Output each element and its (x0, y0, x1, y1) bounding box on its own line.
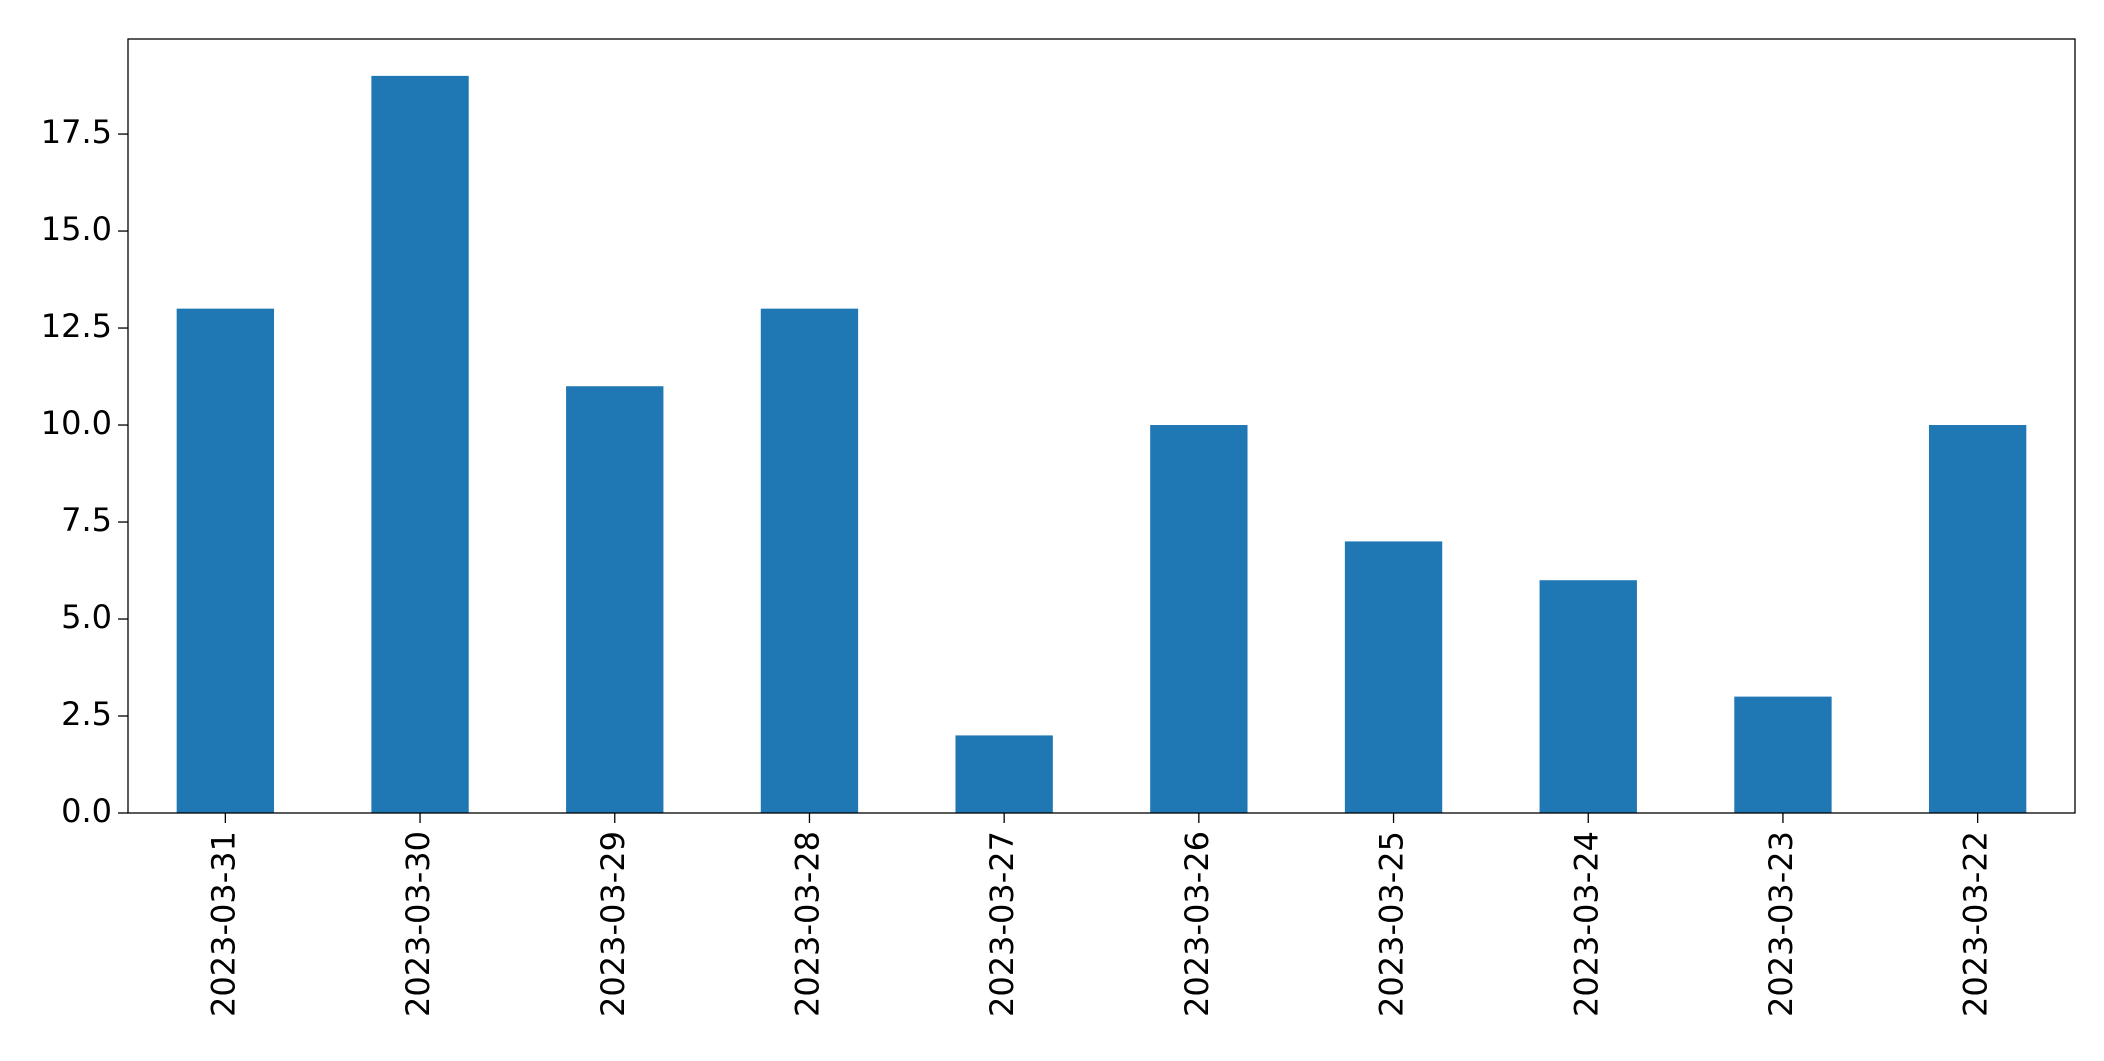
x-tick-label: 2023-03-23 (1762, 831, 1800, 1017)
y-tick-label: 7.5 (61, 501, 112, 539)
bar (760, 308, 859, 813)
bar (1734, 696, 1832, 813)
y-tick-label: 15.0 (41, 210, 112, 248)
y-tick-label: 17.5 (41, 113, 112, 151)
plot-frame (127, 38, 2076, 814)
bar (1928, 425, 2027, 813)
y-tick-label: 0.0 (61, 792, 112, 830)
x-tick-label: 2023-03-30 (399, 831, 437, 1017)
x-tick-label: 2023-03-22 (1957, 831, 1995, 1017)
bar (1539, 580, 1637, 813)
y-tick-label: 12.5 (41, 307, 112, 345)
bar (1150, 425, 1248, 813)
x-tick-label: 2023-03-28 (788, 831, 826, 1017)
y-tick-label: 10.0 (41, 404, 112, 442)
x-tick-label: 2023-03-27 (983, 831, 1021, 1017)
y-tick-label: 2.5 (61, 695, 112, 733)
bar (566, 386, 664, 813)
x-tick-label: 2023-03-31 (204, 831, 242, 1017)
x-tick-label: 2023-03-25 (1373, 831, 1411, 1017)
x-tick-label: 2023-03-29 (594, 831, 632, 1017)
x-tick-label: 2023-03-24 (1567, 831, 1605, 1017)
bar (371, 75, 469, 814)
bar (955, 735, 1053, 813)
bar (1344, 541, 1443, 813)
y-tick-label: 5.0 (61, 598, 112, 636)
x-tick-label: 2023-03-26 (1178, 831, 1216, 1017)
bar (176, 308, 275, 813)
